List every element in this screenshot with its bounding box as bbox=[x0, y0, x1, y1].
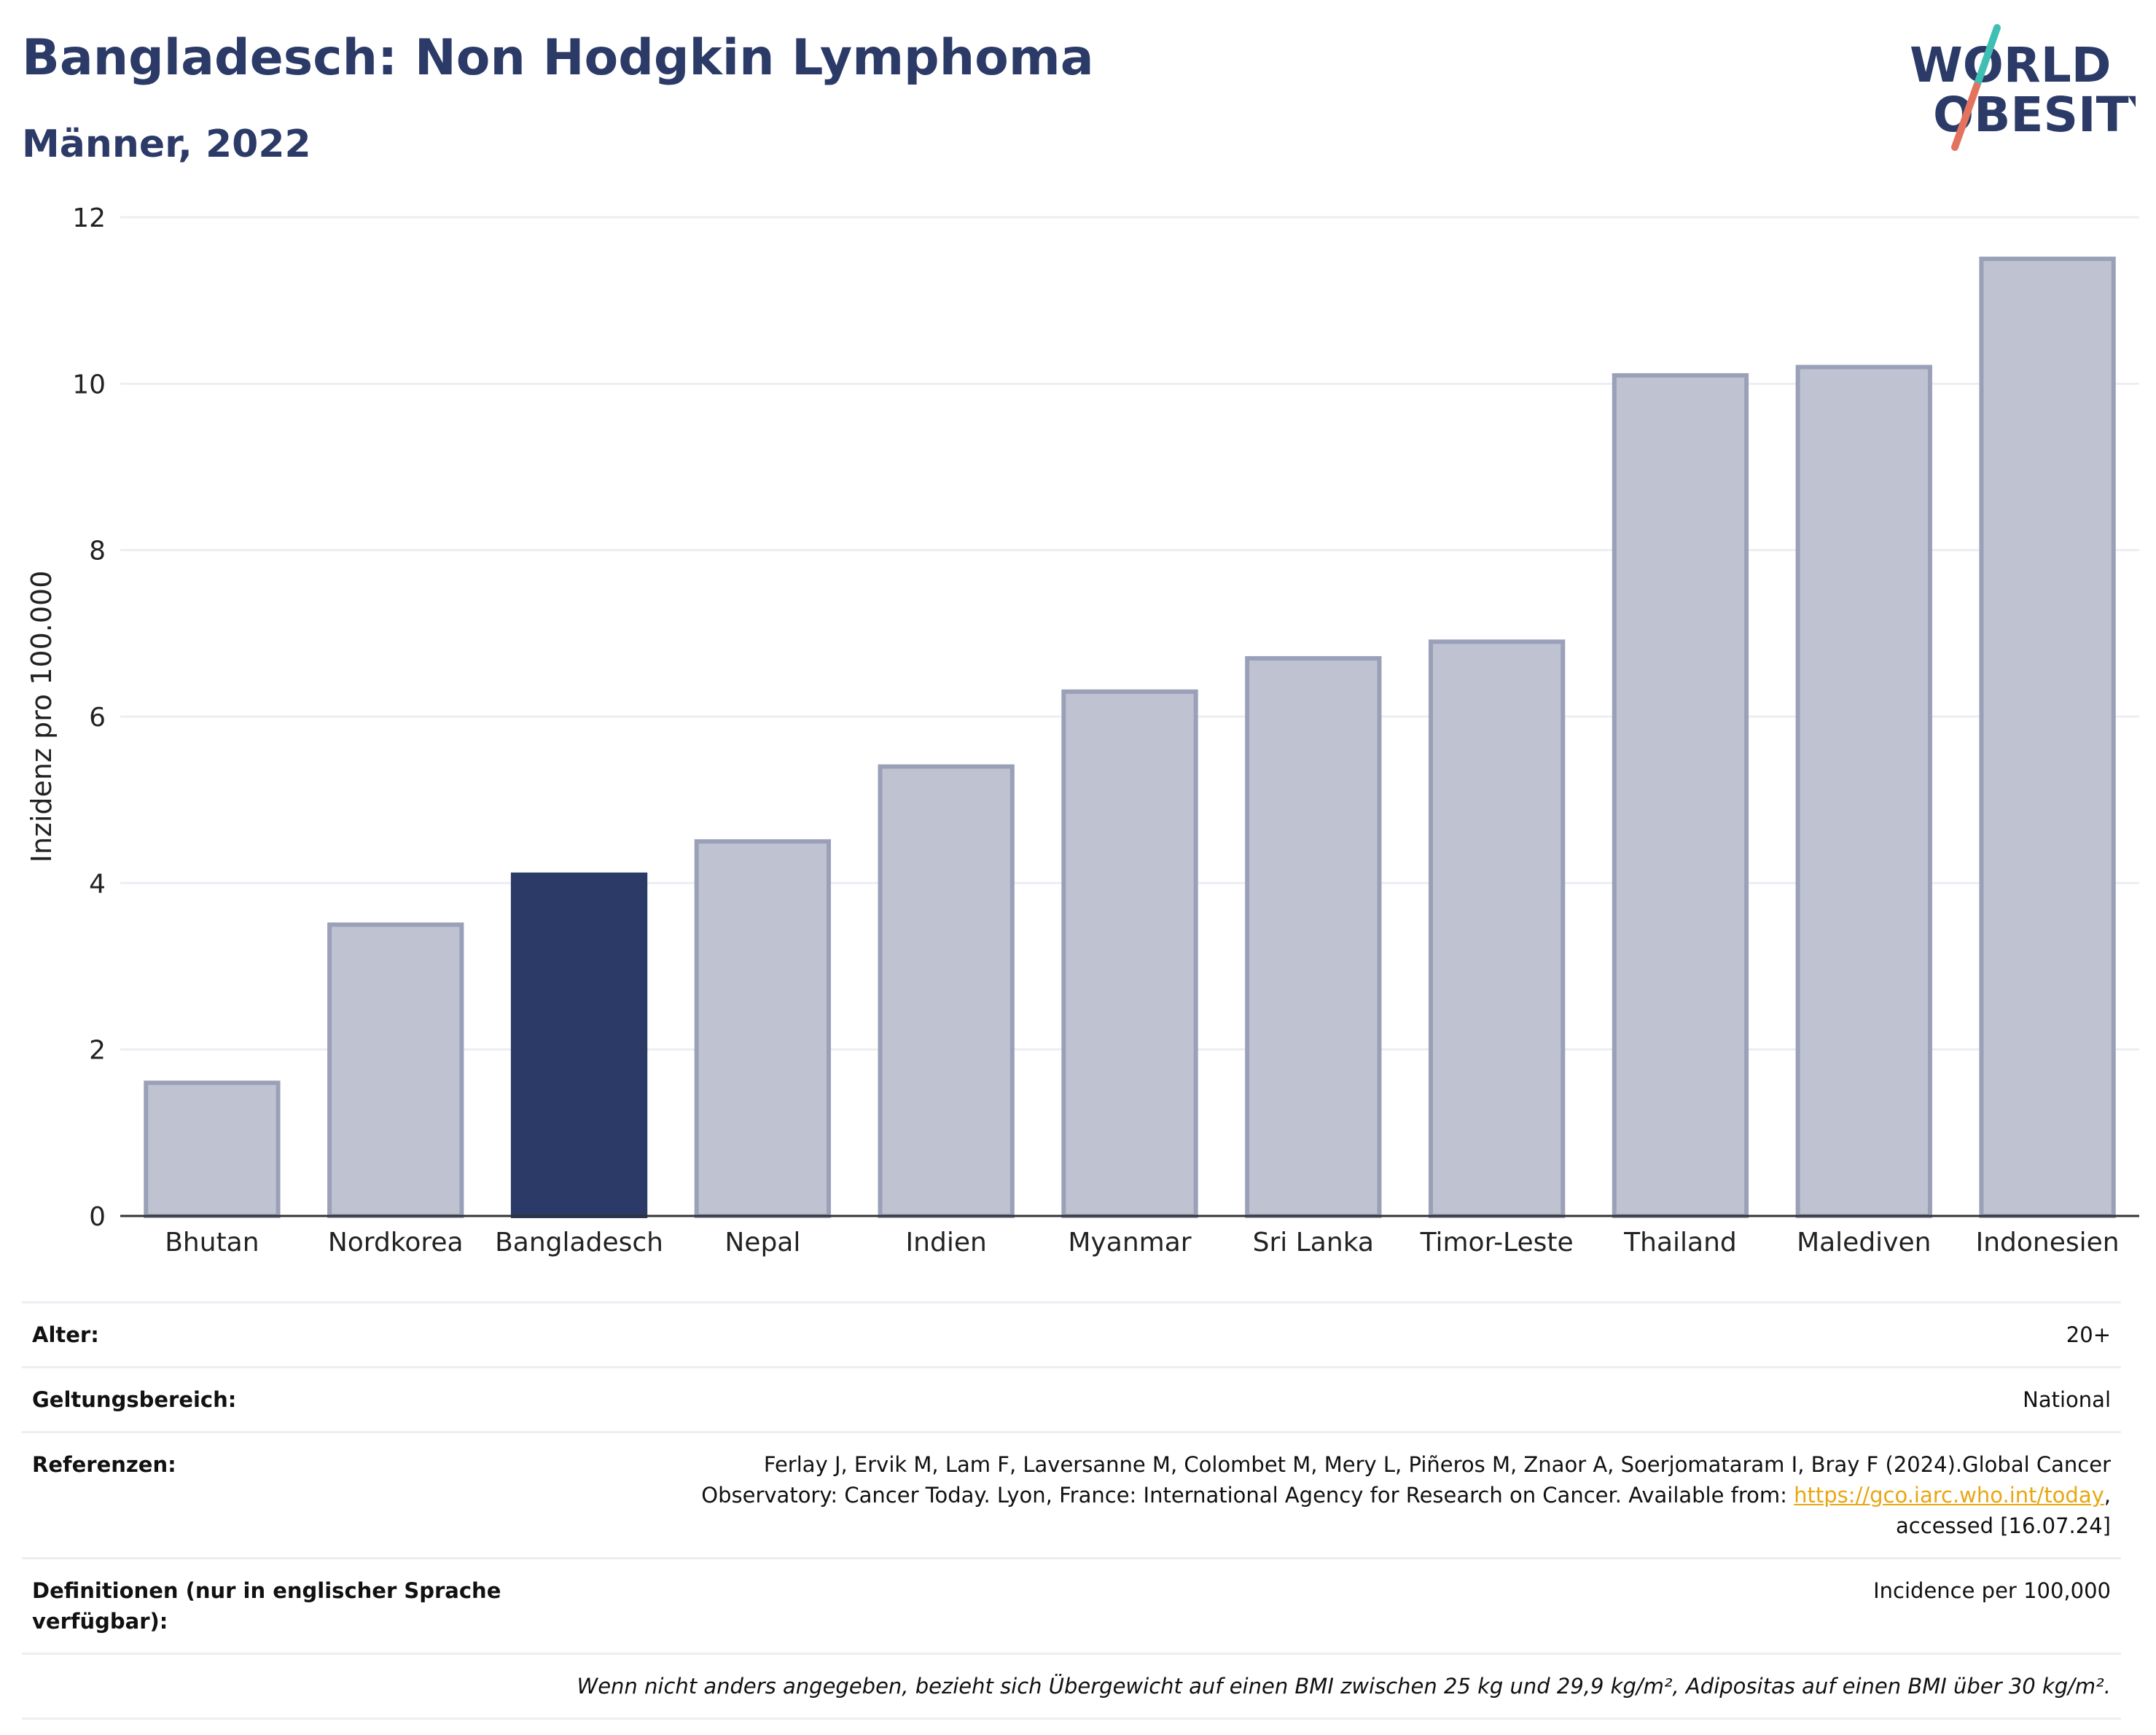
logo-slash-red bbox=[1951, 82, 1980, 151]
bar-indonesien bbox=[1979, 257, 2116, 1218]
y-tick-label: 6 bbox=[89, 703, 106, 733]
references-line-1: Ferlay J, Ervik M, Lam F, Laversanne M, … bbox=[763, 1452, 2111, 1478]
y-tick-label: 4 bbox=[89, 869, 106, 899]
references-line-2-text: Observatory: Cancer Today. Lyon, France:… bbox=[701, 1483, 1794, 1508]
x-tick-label: Indonesien bbox=[1976, 1228, 2120, 1258]
x-tick-label: Timor-Leste bbox=[1420, 1228, 1574, 1258]
references-line-2: Observatory: Cancer Today. Lyon, France:… bbox=[701, 1480, 2111, 1510]
meta-row-note: Wenn nicht anders angegeben, bezieht sic… bbox=[22, 1653, 2121, 1720]
world-obesity-logo: WORLD OBESITY bbox=[1910, 24, 2136, 151]
meta-row-references: Referenzen: Ferlay J, Ervik M, Lam F, La… bbox=[22, 1431, 2121, 1557]
bar-sri-lanka bbox=[1245, 656, 1382, 1218]
references-line-2-end: , bbox=[2104, 1483, 2111, 1508]
x-tick-label: Thailand bbox=[1623, 1228, 1737, 1258]
bar-nepal bbox=[694, 839, 832, 1218]
y-tick-label: 12 bbox=[72, 203, 106, 233]
definitions-value: Incidence per 100,000 bbox=[1873, 1578, 2111, 1604]
bar-timor-leste bbox=[1428, 639, 1566, 1218]
x-tick-label: Bangladesch bbox=[495, 1228, 663, 1258]
y-axis-label: Inzidenz pro 100.000 bbox=[26, 571, 58, 863]
meta-row-scope: Geltungsbereich: National bbox=[22, 1366, 2121, 1431]
logo-text-world: WORLD bbox=[1910, 37, 2112, 93]
age-label: Alter: bbox=[32, 1322, 99, 1347]
scope-value: National bbox=[2023, 1387, 2111, 1413]
y-tick-label: 10 bbox=[72, 370, 106, 399]
meta-row-age: Alter: 20+ bbox=[22, 1301, 2121, 1366]
bmi-note: Wenn nicht anders angegeben, bezieht sic… bbox=[577, 1674, 2111, 1699]
logo-slash-teal bbox=[1973, 24, 2001, 90]
x-tick-label: Indien bbox=[906, 1228, 987, 1258]
bar-malediven bbox=[1795, 364, 1932, 1218]
scope-label: Geltungsbereich: bbox=[32, 1387, 237, 1413]
meta-row-definitions: Definitionen (nur in englischer Sprache … bbox=[22, 1557, 2121, 1653]
bar-indien bbox=[878, 764, 1015, 1218]
bar-myanmar bbox=[1061, 689, 1198, 1218]
chart-subtitle: Männer, 2022 bbox=[22, 122, 311, 166]
bar-bhutan bbox=[144, 1080, 281, 1219]
y-axis-ticks: 0 2 4 6 8 10 12 bbox=[72, 203, 106, 1232]
y-tick-label: 0 bbox=[89, 1202, 106, 1232]
bar-thailand bbox=[1612, 373, 1749, 1219]
bar-bangladesch bbox=[510, 872, 648, 1219]
x-axis-labels: Bhutan Nordkorea Bangladesch Nepal Indien Mya… bbox=[165, 1228, 2119, 1258]
chart-title: Bangladesch: Non Hodgkin Lymphoma bbox=[22, 29, 1094, 87]
references-line-3: accessed [16.07.24] bbox=[1896, 1513, 2111, 1539]
age-value: 20+ bbox=[2066, 1322, 2111, 1347]
x-tick-label: Bhutan bbox=[165, 1228, 259, 1258]
definitions-label: Definitionen (nur in englischer Sprache … bbox=[32, 1578, 501, 1634]
bars bbox=[144, 257, 2116, 1219]
bar-nordkorea bbox=[327, 922, 464, 1219]
x-tick-label: Malediven bbox=[1797, 1228, 1931, 1258]
references-label: Referenzen: bbox=[32, 1452, 176, 1478]
x-tick-label: Sri Lanka bbox=[1253, 1228, 1374, 1258]
x-tick-label: Nordkorea bbox=[328, 1228, 464, 1258]
references-link[interactable]: https://gco.iarc.who.int/today bbox=[1794, 1483, 2104, 1508]
x-tick-label: Nepal bbox=[724, 1228, 800, 1258]
y-tick-label: 2 bbox=[89, 1036, 106, 1066]
metadata-table: Alter: 20+ Geltungsbereich: National Ref… bbox=[22, 1301, 2121, 1720]
references-value: Ferlay J, Ervik M, Lam F, Laversanne M, … bbox=[701, 1449, 2111, 1541]
bar-chart: 0 2 4 6 8 10 12 Bhutan Nordkorea Bangladesch Nepa… bbox=[26, 203, 2139, 1258]
y-tick-label: 8 bbox=[89, 537, 106, 566]
x-tick-label: Myanmar bbox=[1068, 1228, 1191, 1258]
